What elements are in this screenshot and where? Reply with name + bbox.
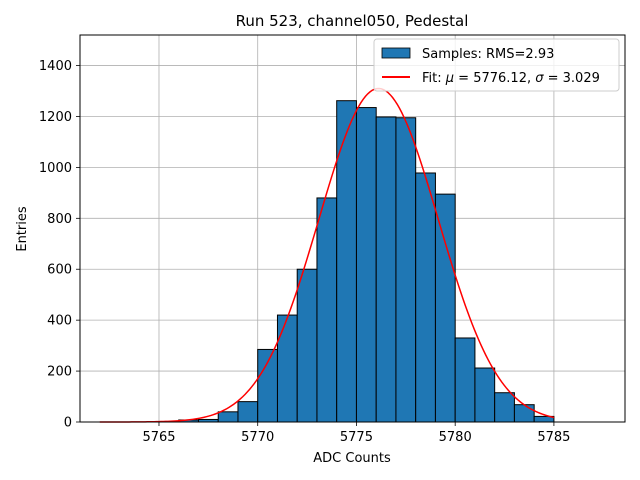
histogram-bar bbox=[454, 337, 476, 423]
histogram-bar bbox=[494, 392, 515, 423]
histogram-bar bbox=[474, 367, 496, 423]
histogram-bar bbox=[513, 404, 535, 423]
histogram-bar bbox=[296, 268, 318, 423]
chart-title: Run 523, channel050, Pedestal bbox=[236, 12, 469, 30]
histogram-bar bbox=[395, 117, 417, 423]
legend-label-samples: Samples: RMS=2.93 bbox=[422, 47, 554, 62]
x-axis-ticks: 5765 5770 5775 5780 5785 bbox=[142, 422, 570, 445]
y-tick-label: 1200 bbox=[39, 110, 72, 125]
x-tick-label: 5780 bbox=[439, 430, 472, 445]
gaussian-fit-curve bbox=[99, 87, 555, 423]
legend: Samples: RMS=2.93 Fit: μ = 5776.12, σ = … bbox=[373, 38, 620, 92]
histogram-bar bbox=[415, 172, 436, 423]
histogram-bar bbox=[217, 411, 239, 423]
histogram-bar bbox=[336, 100, 357, 423]
legend-patch-samples bbox=[381, 47, 411, 59]
y-tick-label: 600 bbox=[47, 263, 72, 278]
x-tick-label: 5785 bbox=[537, 430, 570, 445]
x-tick-label: 5765 bbox=[142, 430, 175, 445]
x-tick-label: 5770 bbox=[241, 430, 274, 445]
histogram-bar bbox=[237, 401, 259, 423]
x-axis-label: ADC Counts bbox=[313, 451, 391, 466]
histogram-bar bbox=[355, 107, 377, 423]
legend-box bbox=[373, 38, 620, 92]
y-tick-label: 1000 bbox=[39, 161, 72, 176]
plot-frame bbox=[79, 34, 626, 423]
y-axis-label: Entries bbox=[15, 206, 30, 252]
legend-label-fit: Fit: μ = 5776.12, σ = 3.029 bbox=[422, 71, 600, 86]
y-tick-label: 400 bbox=[47, 314, 72, 329]
y-tick-label: 0 bbox=[64, 416, 72, 431]
y-tick-label: 200 bbox=[47, 365, 72, 380]
y-tick-label: 800 bbox=[47, 212, 72, 227]
y-tick-label: 1400 bbox=[39, 59, 72, 74]
histogram-bar bbox=[276, 314, 298, 423]
histogram-bar bbox=[375, 116, 397, 423]
y-axis-ticks: 0 200 400 600 800 1000 1200 1400 bbox=[39, 59, 80, 431]
x-tick-label: 5775 bbox=[340, 430, 373, 445]
histogram-bars bbox=[178, 100, 555, 423]
histogram-bar bbox=[257, 348, 278, 423]
histogram-bar bbox=[434, 193, 456, 423]
histogram-bar bbox=[316, 197, 338, 423]
